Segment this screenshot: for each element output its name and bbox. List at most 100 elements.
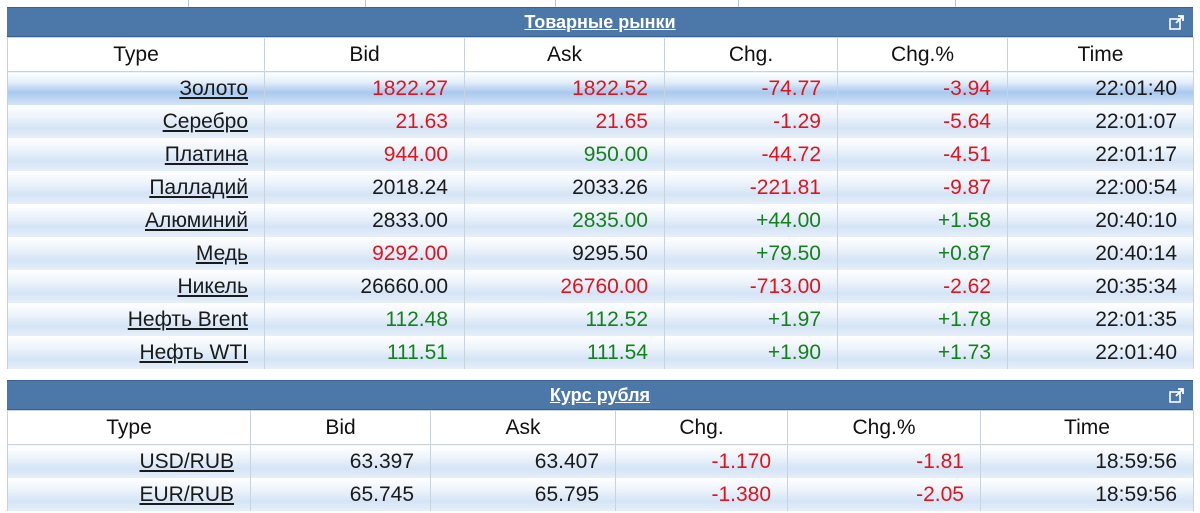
time-cell: 22:01:07 — [1007, 105, 1194, 138]
table-row: Нефть WTI 111.51 111.54 +1.90 +1.73 22:01:40 — [7, 336, 1194, 369]
instrument-link[interactable]: Золото — [179, 76, 248, 100]
name-cell: EUR/RUB — [7, 478, 251, 511]
ruble-header: Курс рубля — [7, 380, 1193, 410]
chg-pct-cell: -2.62 — [837, 270, 1008, 303]
time-cell: 18:59:56 — [980, 478, 1194, 511]
ask-cell: 63.407 — [430, 444, 616, 478]
ask-cell: 950.00 — [464, 138, 665, 171]
chg-cell: +44.00 — [664, 204, 838, 237]
table-row: Золото 1822.27 1822.52 -74.77 -3.94 22:01:40 — [7, 71, 1194, 105]
time-cell: 22:00:54 — [1007, 171, 1194, 204]
ask-cell: 2835.00 — [464, 204, 665, 237]
col-type: Type — [7, 410, 251, 445]
col-chg: Chg. — [664, 37, 838, 72]
chg-cell: -1.380 — [615, 478, 788, 511]
chg-pct-cell: +1.58 — [837, 204, 1008, 237]
ask-cell: 2033.26 — [464, 171, 665, 204]
instrument-link[interactable]: Медь — [195, 241, 248, 265]
table-row: USD/RUB 63.397 63.407 -1.170 -1.81 18:59:56 — [7, 444, 1194, 478]
instrument-link[interactable]: Палладий — [149, 175, 248, 199]
ask-cell: 111.54 — [464, 336, 665, 369]
name-cell: Медь — [7, 237, 265, 270]
instrument-link[interactable]: Нефть WTI — [139, 340, 248, 364]
bid-cell: 944.00 — [264, 138, 465, 171]
table-row: Серебро 21.63 21.65 -1.29 -5.64 22:01:07 — [7, 105, 1194, 138]
ask-cell: 21.65 — [464, 105, 665, 138]
instrument-link[interactable]: EUR/RUB — [139, 482, 234, 506]
external-link-icon[interactable] — [1169, 14, 1185, 30]
time-cell: 20:40:14 — [1007, 237, 1194, 270]
col-ask: Ask — [430, 410, 616, 445]
commodities-title-link[interactable]: Товарные рынки — [524, 12, 676, 32]
col-time: Time — [980, 410, 1194, 445]
instrument-link[interactable]: USD/RUB — [139, 449, 234, 473]
chg-cell: -1.29 — [664, 105, 838, 138]
ruble-table: Type Bid Ask Chg. Chg.% Time USD/RUB 63.3… — [7, 410, 1194, 511]
table-row: Никель 26660.00 26760.00 -713.00 -2.62 20:35:… — [7, 270, 1194, 303]
chg-pct-cell: -4.51 — [837, 138, 1008, 171]
ask-cell: 9295.50 — [464, 237, 665, 270]
col-ask: Ask — [464, 37, 665, 72]
time-cell: 22:01:40 — [1007, 71, 1194, 105]
table-header-row: Type Bid Ask Chg. Chg.% Time — [7, 410, 1194, 445]
time-cell: 22:01:17 — [1007, 138, 1194, 171]
time-cell: 22:01:35 — [1007, 303, 1194, 336]
bid-cell: 9292.00 — [264, 237, 465, 270]
bid-cell: 112.48 — [264, 303, 465, 336]
time-cell: 20:40:10 — [1007, 204, 1194, 237]
name-cell: Серебро — [7, 105, 265, 138]
chg-pct-cell: -2.05 — [787, 478, 981, 511]
chg-cell: +79.50 — [664, 237, 838, 270]
col-chg-pct: Chg.% — [837, 37, 1008, 72]
bid-cell: 65.745 — [250, 478, 431, 511]
external-link-icon[interactable] — [1169, 387, 1185, 403]
bid-cell: 63.397 — [250, 444, 431, 478]
col-bid: Bid — [250, 410, 431, 445]
table-row: Палладий 2018.24 2033.26 -221.81 -9.87 22:00:… — [7, 171, 1194, 204]
name-cell: Никель — [7, 270, 265, 303]
chg-pct-cell: -5.64 — [837, 105, 1008, 138]
name-cell: Золото — [7, 71, 265, 105]
chg-pct-cell: +1.78 — [837, 303, 1008, 336]
chg-pct-cell: +1.73 — [837, 336, 1008, 369]
chg-pct-cell: -3.94 — [837, 71, 1008, 105]
time-cell: 22:01:40 — [1007, 336, 1194, 369]
table-row: Платина 944.00 950.00 -44.72 -4.51 22:01:17 — [7, 138, 1194, 171]
chg-cell: -221.81 — [664, 171, 838, 204]
instrument-link[interactable]: Серебро — [162, 109, 248, 133]
table-header-row: Type Bid Ask Chg. Chg.% Time — [7, 37, 1194, 72]
name-cell: Нефть WTI — [7, 336, 265, 369]
name-cell: Платина — [7, 138, 265, 171]
chg-cell: -44.72 — [664, 138, 838, 171]
top-strip — [0, 0, 1200, 7]
chg-pct-cell: +0.87 — [837, 237, 1008, 270]
ruble-title-link[interactable]: Курс рубля — [549, 385, 651, 405]
chg-cell: -713.00 — [664, 270, 838, 303]
chg-cell: -74.77 — [664, 71, 838, 105]
table-row: Нефть Brent 112.48 112.52 +1.97 +1.78 22:01:3… — [7, 303, 1194, 336]
bid-cell: 111.51 — [264, 336, 465, 369]
chg-pct-cell: -1.81 — [787, 444, 981, 478]
chg-pct-cell: -9.87 — [837, 171, 1008, 204]
name-cell: USD/RUB — [7, 444, 251, 478]
col-chg-pct: Chg.% — [787, 410, 981, 445]
instrument-link[interactable]: Нефть Brent — [127, 307, 248, 331]
table-row: EUR/RUB 65.745 65.795 -1.380 -2.05 18:59:56 — [7, 478, 1194, 511]
bid-cell: 1822.27 — [264, 71, 465, 105]
instrument-link[interactable]: Алюминий — [144, 208, 248, 232]
chg-cell: +1.97 — [664, 303, 838, 336]
instrument-link[interactable]: Никель — [177, 274, 249, 298]
ruble-section: Курс рубля Type Bid Ask Chg. Chg.% Time … — [7, 380, 1194, 511]
bid-cell: 21.63 — [264, 105, 465, 138]
col-bid: Bid — [264, 37, 465, 72]
name-cell: Палладий — [7, 171, 265, 204]
col-chg: Chg. — [615, 410, 788, 445]
instrument-link[interactable]: Платина — [164, 142, 248, 166]
col-type: Type — [7, 37, 265, 72]
time-cell: 20:35:34 — [1007, 270, 1194, 303]
table-row: Алюминий 2833.00 2835.00 +44.00 +1.58 20:40:1… — [7, 204, 1194, 237]
commodities-table: Type Bid Ask Chg. Chg.% Time Золото 1822.… — [7, 37, 1194, 369]
table-row: Медь 9292.00 9295.50 +79.50 +0.87 20:40:14 — [7, 237, 1194, 270]
ask-cell: 1822.52 — [464, 71, 665, 105]
ask-cell: 26760.00 — [464, 270, 665, 303]
